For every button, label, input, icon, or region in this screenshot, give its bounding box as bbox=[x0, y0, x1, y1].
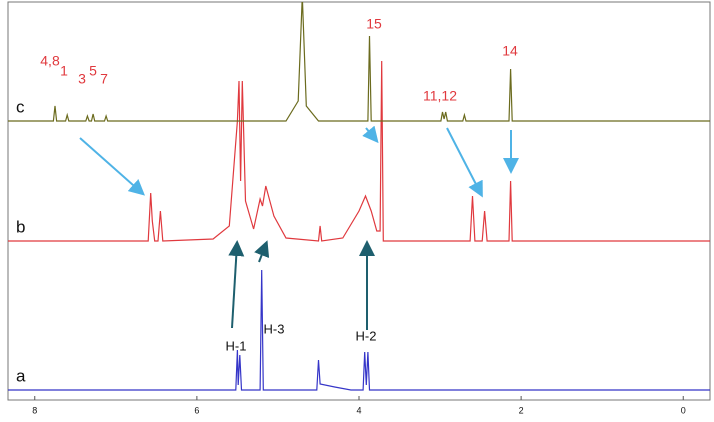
peak-label: 15 bbox=[366, 16, 382, 32]
peak-label: 4,8 bbox=[40, 53, 60, 69]
spectrum-line bbox=[8, 60, 710, 242]
series-label: a bbox=[16, 366, 26, 385]
peak-label: 3 bbox=[78, 71, 86, 87]
arrows bbox=[79, 125, 519, 330]
peak-label: 7 bbox=[100, 71, 108, 87]
x-tick-label: 4 bbox=[356, 405, 361, 415]
proton-label: H-2 bbox=[356, 328, 377, 343]
proton-label: H-3 bbox=[264, 321, 285, 336]
peak-label: 5 bbox=[89, 63, 97, 79]
peak-label: 11,12 bbox=[423, 88, 457, 104]
spectrum-line bbox=[8, 269, 710, 391]
x-tick-label: 0 bbox=[681, 405, 686, 415]
x-tick-label: 6 bbox=[194, 405, 199, 415]
peak-label: 1 bbox=[60, 63, 68, 79]
x-tick-label: 2 bbox=[519, 405, 524, 415]
peak-label: 14 bbox=[502, 43, 518, 59]
series-label: b bbox=[16, 217, 25, 236]
x-tick-label: 8 bbox=[32, 405, 37, 415]
proton-label: H-1 bbox=[226, 338, 247, 353]
series-label: c bbox=[16, 97, 25, 116]
spectrum-line bbox=[8, 2, 710, 122]
